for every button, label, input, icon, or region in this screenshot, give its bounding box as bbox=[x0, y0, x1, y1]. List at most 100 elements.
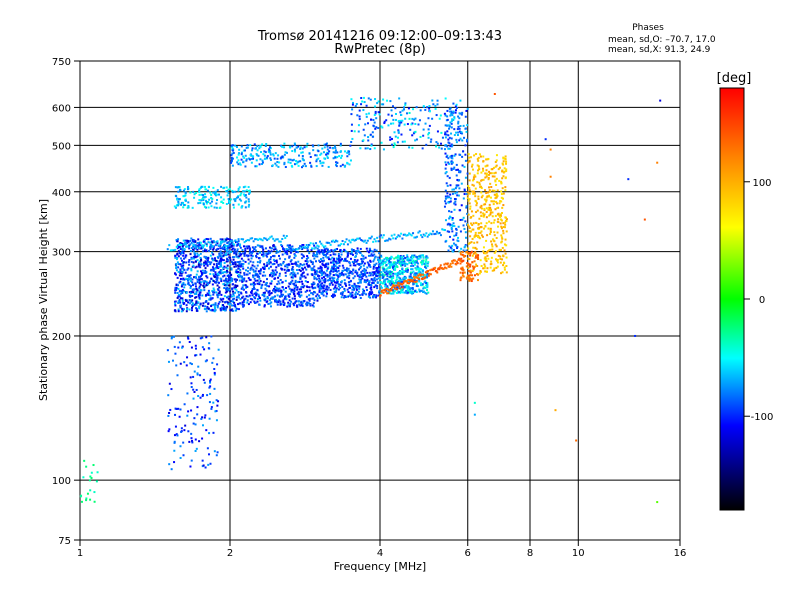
data-point bbox=[464, 220, 467, 223]
data-point bbox=[182, 195, 185, 198]
data-point bbox=[248, 252, 251, 255]
data-point bbox=[321, 277, 324, 280]
data-point bbox=[179, 305, 182, 308]
data-point bbox=[286, 305, 289, 308]
data-point bbox=[401, 291, 404, 294]
data-point bbox=[177, 293, 180, 296]
data-point bbox=[313, 290, 316, 293]
data-point bbox=[448, 196, 451, 199]
data-point bbox=[175, 256, 178, 259]
data-point bbox=[368, 264, 371, 267]
data-point bbox=[358, 237, 361, 240]
data-point bbox=[322, 271, 325, 274]
data-point bbox=[389, 270, 392, 273]
data-point bbox=[362, 257, 365, 260]
data-point bbox=[245, 280, 248, 283]
data-point bbox=[283, 248, 286, 251]
data-point bbox=[389, 282, 392, 285]
data-point bbox=[401, 109, 404, 112]
data-point bbox=[230, 250, 233, 253]
data-point bbox=[449, 110, 452, 113]
data-point bbox=[240, 253, 243, 256]
data-point bbox=[424, 291, 427, 294]
data-point bbox=[220, 280, 223, 283]
data-point bbox=[359, 252, 362, 255]
data-point bbox=[237, 163, 240, 166]
data-point bbox=[89, 489, 92, 492]
data-point bbox=[482, 215, 485, 218]
data-point bbox=[466, 212, 469, 215]
data-point bbox=[343, 295, 346, 298]
data-point bbox=[245, 189, 248, 192]
data-point bbox=[252, 268, 255, 271]
data-point bbox=[336, 274, 339, 277]
data-point bbox=[288, 287, 291, 290]
data-point bbox=[217, 289, 220, 292]
data-point bbox=[243, 245, 246, 248]
data-point bbox=[340, 156, 343, 159]
data-point bbox=[224, 240, 227, 243]
data-point bbox=[375, 262, 378, 265]
data-point bbox=[307, 246, 310, 249]
data-point bbox=[211, 297, 214, 300]
data-point bbox=[388, 266, 391, 269]
data-point bbox=[182, 441, 185, 444]
data-point bbox=[311, 304, 314, 307]
data-point bbox=[342, 259, 345, 262]
data-point bbox=[492, 200, 495, 203]
data-point bbox=[395, 287, 398, 290]
data-point bbox=[183, 268, 186, 271]
data-point bbox=[365, 115, 368, 118]
data-point bbox=[349, 257, 352, 260]
data-point bbox=[192, 245, 195, 248]
data-point bbox=[175, 263, 178, 266]
data-point bbox=[434, 107, 437, 110]
data-point bbox=[305, 145, 308, 148]
data-point bbox=[390, 234, 393, 237]
data-point bbox=[180, 259, 183, 262]
data-point bbox=[200, 289, 203, 292]
data-point bbox=[255, 256, 258, 259]
data-point bbox=[477, 258, 480, 261]
data-point bbox=[240, 192, 243, 195]
data-point bbox=[250, 292, 253, 295]
data-point bbox=[235, 289, 238, 292]
data-point bbox=[252, 155, 255, 158]
data-point bbox=[411, 292, 414, 295]
data-point bbox=[356, 292, 359, 295]
data-point bbox=[415, 282, 418, 285]
data-point bbox=[388, 258, 391, 261]
data-point bbox=[408, 261, 411, 264]
data-point bbox=[372, 250, 375, 253]
data-point bbox=[462, 216, 465, 219]
data-point bbox=[175, 258, 178, 261]
data-point bbox=[410, 278, 413, 281]
data-point bbox=[470, 165, 473, 168]
data-point bbox=[281, 245, 284, 248]
data-point bbox=[201, 424, 204, 427]
data-point bbox=[318, 296, 321, 299]
data-point bbox=[371, 131, 374, 134]
data-point bbox=[412, 281, 415, 284]
data-point bbox=[386, 239, 389, 242]
data-point bbox=[325, 269, 328, 272]
data-point bbox=[275, 259, 278, 262]
data-point bbox=[364, 272, 367, 275]
data-point bbox=[319, 265, 322, 268]
data-point bbox=[196, 373, 199, 376]
data-point bbox=[289, 281, 292, 284]
data-point bbox=[454, 111, 457, 114]
data-point bbox=[363, 101, 366, 104]
data-point bbox=[232, 292, 235, 295]
data-point bbox=[308, 252, 311, 255]
data-point bbox=[293, 148, 296, 151]
data-point bbox=[408, 290, 411, 293]
data-point bbox=[352, 101, 355, 104]
data-point bbox=[289, 161, 292, 164]
data-point bbox=[396, 284, 399, 287]
data-point bbox=[224, 279, 227, 282]
data-point bbox=[455, 185, 458, 188]
data-point bbox=[232, 151, 235, 154]
data-point bbox=[306, 286, 309, 289]
data-point bbox=[293, 292, 296, 295]
